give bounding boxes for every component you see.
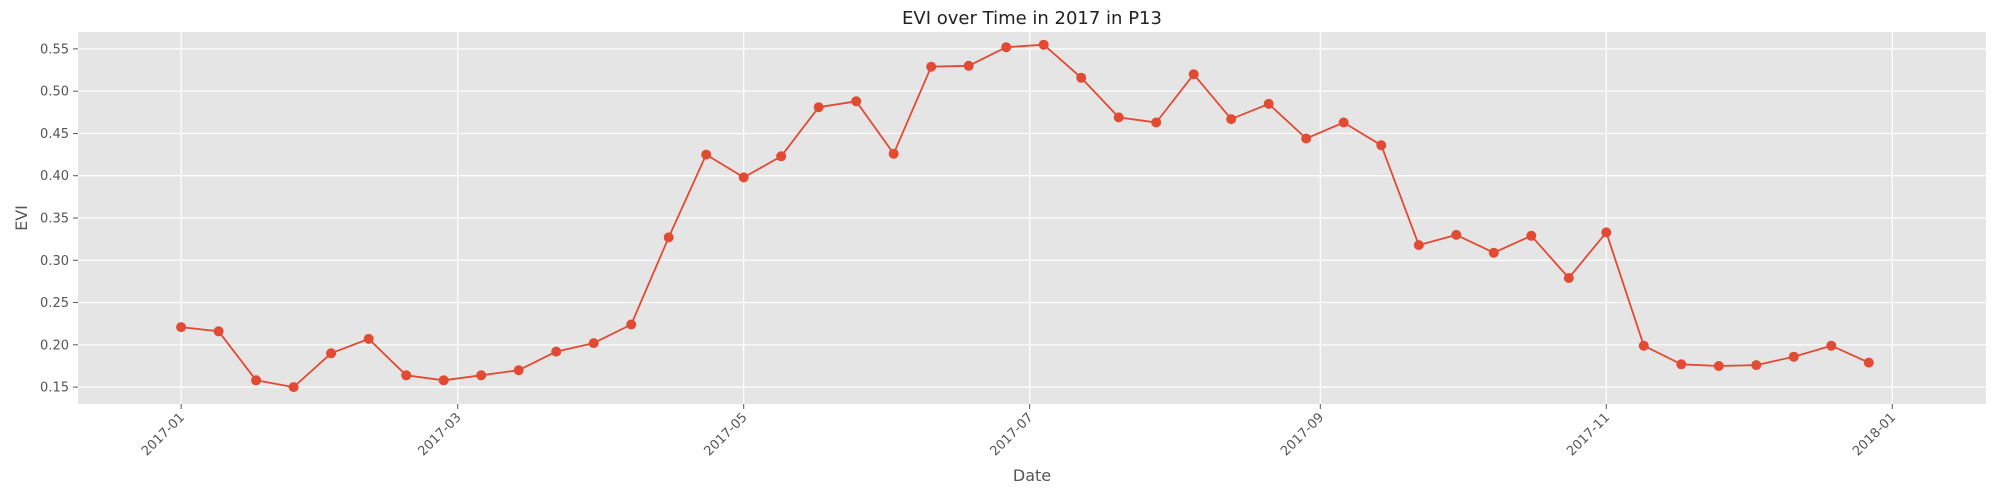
data-point <box>1526 230 1537 241</box>
data-point <box>663 232 674 243</box>
x-tick-label: 2017-01 <box>139 410 188 459</box>
x-tick-label: 2018-01 <box>1850 410 1899 459</box>
y-tick-label: 0.45 <box>40 127 69 142</box>
data-point <box>1638 340 1649 351</box>
y-tick-label: 0.15 <box>40 381 69 396</box>
data-point <box>588 338 599 349</box>
grid-lines <box>78 32 1986 404</box>
data-point <box>1826 340 1837 351</box>
data-point <box>626 319 637 330</box>
data-point <box>851 96 862 107</box>
data-point <box>1863 357 1874 368</box>
data-point <box>251 375 262 386</box>
data-point <box>1076 72 1087 83</box>
data-point <box>963 60 974 71</box>
data-point <box>1376 140 1387 151</box>
data-point <box>1263 98 1274 109</box>
data-point <box>888 148 899 159</box>
y-tick-label: 0.25 <box>40 296 69 311</box>
y-tick-label: 0.35 <box>40 212 69 227</box>
data-point <box>551 346 562 357</box>
data-point <box>1676 359 1687 370</box>
data-point <box>1751 360 1762 371</box>
data-point <box>1301 133 1312 144</box>
data-point <box>926 61 937 72</box>
data-point <box>438 375 449 386</box>
y-tick-label: 0.20 <box>40 338 69 353</box>
data-point <box>363 333 374 344</box>
data-point <box>1151 117 1162 128</box>
data-point <box>513 365 524 376</box>
y-tick-label: 0.55 <box>40 42 69 57</box>
data-point <box>813 102 824 113</box>
y-tick-label: 0.50 <box>40 85 69 100</box>
data-point <box>1038 39 1049 50</box>
y-axis-title: EVI <box>12 205 31 231</box>
data-point <box>326 348 337 359</box>
series-line <box>180 43 1870 389</box>
data-point <box>1338 117 1349 128</box>
x-tick-label: 2017-05 <box>701 410 750 459</box>
x-axis-title: Date <box>1013 466 1051 485</box>
data-point <box>1713 361 1724 371</box>
data-point <box>1001 42 1012 53</box>
data-point <box>1226 114 1237 125</box>
y-tick-label: 0.30 <box>40 254 69 269</box>
series-evi <box>176 39 1874 393</box>
data-point <box>701 149 712 160</box>
x-tick-label: 2017-11 <box>1564 410 1613 459</box>
data-point <box>476 370 487 381</box>
data-point <box>1413 240 1424 251</box>
x-tick-label: 2017-07 <box>987 410 1036 459</box>
data-point <box>1788 351 1799 362</box>
data-point <box>776 151 787 162</box>
data-point <box>1601 227 1612 238</box>
data-point <box>1113 112 1124 123</box>
data-point <box>1451 229 1462 240</box>
data-point <box>1488 247 1499 258</box>
x-tick-label: 2017-09 <box>1278 410 1327 459</box>
data-point <box>401 370 412 381</box>
data-point <box>738 172 749 183</box>
data-point <box>213 326 224 337</box>
data-point <box>288 382 299 393</box>
chart-title: EVI over Time in 2017 in P13 <box>902 8 1162 29</box>
x-tick-label: 2017-03 <box>416 410 465 459</box>
y-tick-label: 0.40 <box>40 169 69 184</box>
data-point <box>1188 69 1199 80</box>
data-point <box>176 322 187 333</box>
data-point <box>1563 273 1574 283</box>
